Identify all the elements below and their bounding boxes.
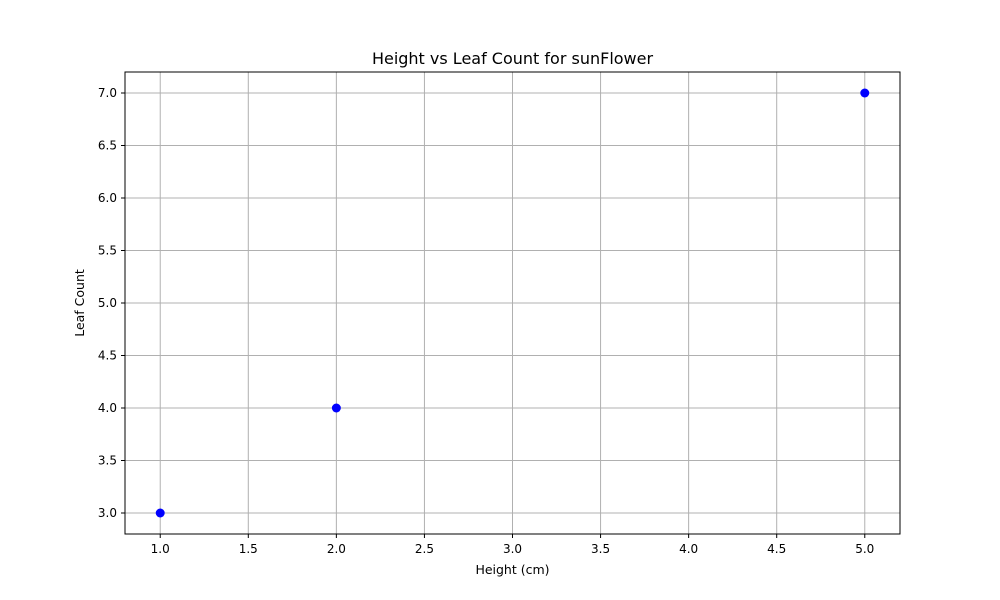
y-tick-label: 7.0 bbox=[98, 86, 117, 100]
x-tick-label: 2.0 bbox=[327, 542, 346, 556]
y-tick-label: 4.5 bbox=[98, 349, 117, 363]
y-tick-label: 3.5 bbox=[98, 454, 117, 468]
x-tick-label: 3.5 bbox=[591, 542, 610, 556]
y-tick-label: 6.0 bbox=[98, 191, 117, 205]
y-axis-ticks: 3.0 3.5 4.0 4.5 5.0 5.5 6.0 6.5 7.0 bbox=[98, 86, 125, 520]
scatter-point bbox=[331, 403, 341, 413]
y-tick-label: 5.5 bbox=[98, 244, 117, 258]
y-tick-label: 3.0 bbox=[98, 506, 117, 520]
y-tick-label: 5.0 bbox=[98, 296, 117, 310]
x-tick-label: 2.5 bbox=[415, 542, 434, 556]
x-tick-label: 4.0 bbox=[679, 542, 698, 556]
y-tick-label: 4.0 bbox=[98, 401, 117, 415]
plot-area-frame bbox=[124, 71, 901, 535]
y-axis-label: Leaf Count bbox=[72, 269, 87, 337]
scatter-point bbox=[860, 88, 870, 98]
data-points bbox=[155, 88, 870, 518]
grid bbox=[125, 72, 900, 534]
x-tick-label: 3.0 bbox=[503, 542, 522, 556]
x-tick-label: 4.5 bbox=[767, 542, 786, 556]
x-tick-label: 1.5 bbox=[239, 542, 258, 556]
scatter-point bbox=[155, 508, 165, 518]
y-tick-label: 6.5 bbox=[98, 139, 117, 153]
x-axis-label: Height (cm) bbox=[475, 562, 549, 577]
x-tick-label: 1.0 bbox=[151, 542, 170, 556]
chart-title: Height vs Leaf Count for sunFlower bbox=[372, 49, 654, 68]
x-axis-ticks: 1.0 1.5 2.0 2.5 3.0 3.5 4.0 4.5 5.0 bbox=[151, 534, 874, 556]
x-tick-label: 5.0 bbox=[855, 542, 874, 556]
